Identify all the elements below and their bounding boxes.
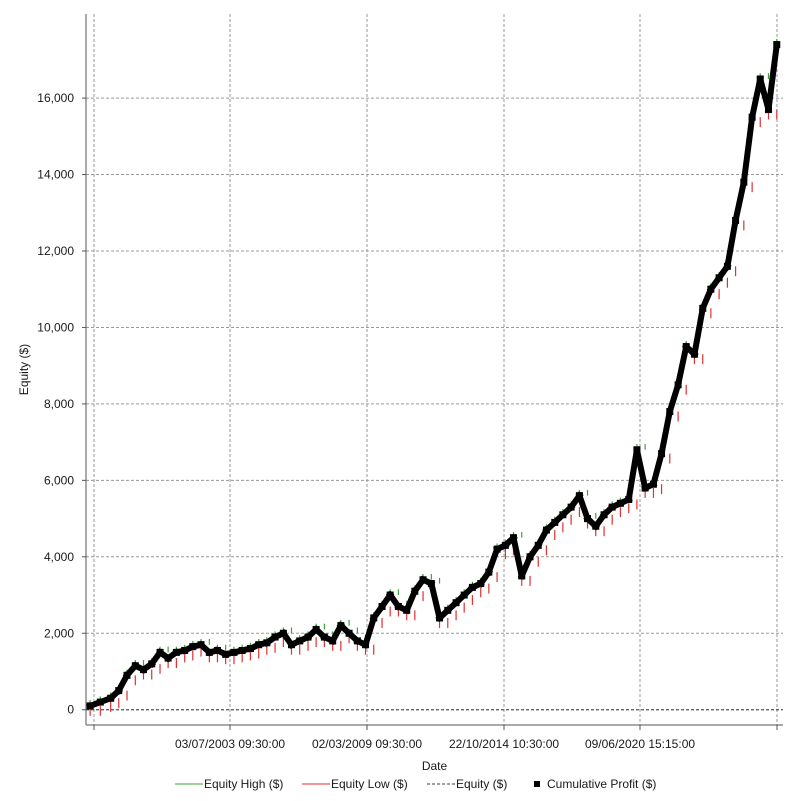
grid-lines — [86, 14, 783, 725]
cumulative-profit-segment — [732, 178, 748, 224]
y-tick-label: 16,000 — [37, 91, 74, 105]
y-tick-label: 0 — [67, 703, 74, 717]
legend: Equity High ($) Equity Low ($) Equity ($) C… — [175, 777, 656, 791]
legend-label: Equity Low ($) — [331, 777, 408, 791]
cumulative-profit-point — [773, 41, 781, 49]
cumulative-profit-segment — [674, 343, 690, 389]
y-tick-label: 12,000 — [37, 244, 74, 258]
series-marks — [86, 38, 783, 716]
legend-label: Cumulative Profit ($) — [547, 777, 656, 791]
y-tick-label: 10,000 — [37, 320, 74, 334]
cumulative-profit-segment — [575, 491, 592, 523]
x-tick-labels: 03/07/2003 09:30:00 02/03/2009 09:30:00 22… — [93, 725, 778, 751]
legend-label: Equity ($) — [456, 777, 507, 791]
y-tick-label: 14,000 — [37, 168, 74, 182]
legend-swatch-cumulative-profit — [534, 781, 540, 787]
y-tick-label: 2,000 — [44, 626, 74, 640]
cumulative-profit-segment — [625, 446, 641, 503]
cumulative-profit-segment — [740, 113, 756, 186]
cumulative-profit-segment — [666, 381, 682, 416]
y-tick-labels: 0 2,000 4,000 6,000 8,000 10,000 12,000 14,000 1… — [37, 91, 86, 717]
y-tick-label: 6,000 — [44, 473, 74, 487]
y-tick-label: 4,000 — [44, 550, 74, 564]
x-tick-label: 03/07/2003 09:30:00 — [175, 737, 285, 751]
cumulative-profit-segment — [633, 446, 649, 492]
cumulative-profit-segment — [765, 41, 781, 113]
y-axis-title: Equity ($) — [17, 344, 31, 395]
legend-label: Equity High ($) — [204, 777, 283, 791]
cumulative-profit-segment — [649, 449, 666, 488]
x-tick-label: 09/06/2020 15:15:00 — [585, 737, 695, 751]
x-tick-label: 22/10/2014 10:30:00 — [449, 737, 559, 751]
cumulative-profit-segment — [427, 579, 444, 622]
x-axis-title: Date — [422, 759, 448, 773]
y-tick-label: 8,000 — [44, 397, 74, 411]
x-tick-label: 02/03/2009 09:30:00 — [312, 737, 422, 751]
axes — [85, 14, 783, 726]
cumulative-profit-segment — [658, 408, 674, 458]
cumulative-profit-segment — [690, 304, 707, 358]
cumulative-profit-segment — [361, 614, 378, 649]
cumulative-profit-segment — [509, 534, 526, 580]
cumulative-profit-segment — [723, 216, 740, 270]
